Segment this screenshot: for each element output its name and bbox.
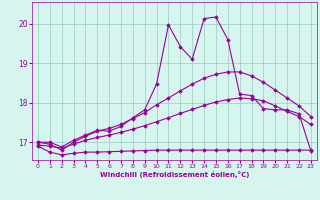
X-axis label: Windchill (Refroidissement éolien,°C): Windchill (Refroidissement éolien,°C) (100, 171, 249, 178)
